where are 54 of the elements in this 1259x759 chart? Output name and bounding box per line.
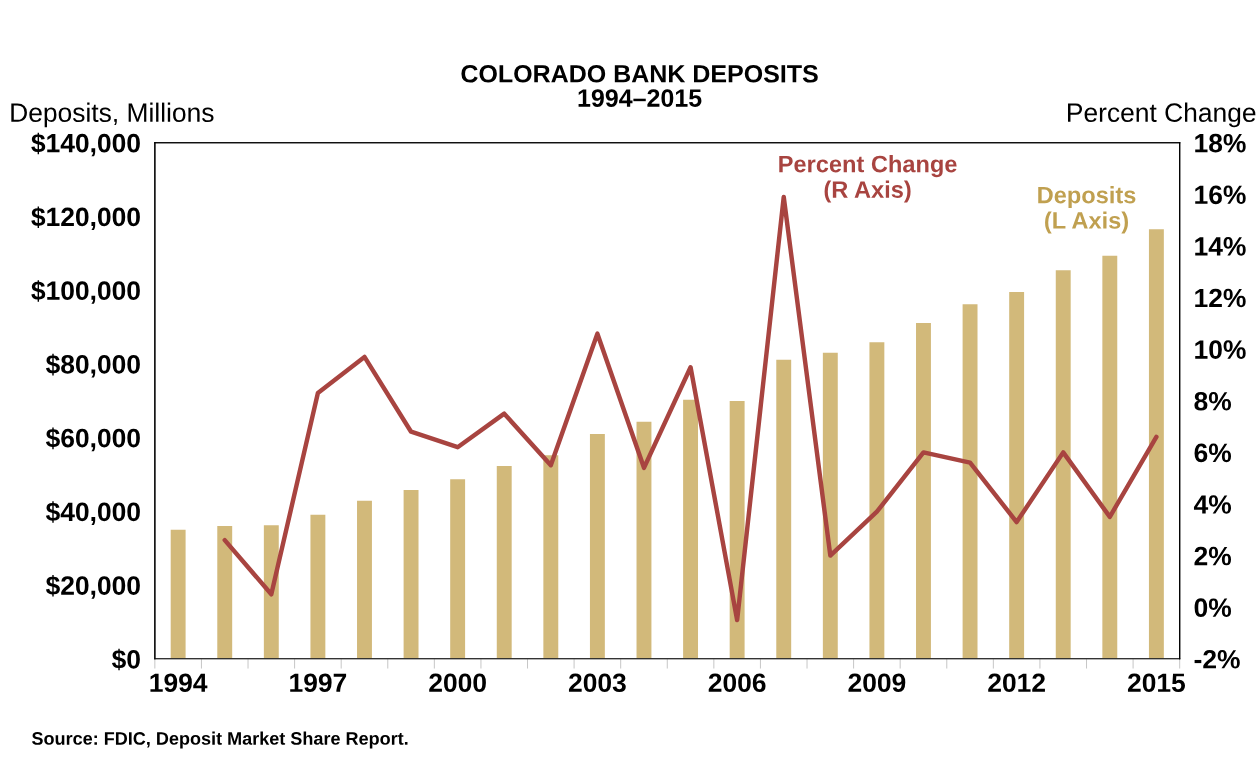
y-tick-label: $60,000 <box>45 427 140 452</box>
x-tick-label: 2009 <box>848 673 906 693</box>
y2-tick-label: 16% <box>1195 185 1246 205</box>
bar <box>683 399 699 659</box>
y-tick-label: $40,000 <box>45 501 140 525</box>
y-tick-label: $120,000 <box>31 206 140 231</box>
bar <box>869 342 885 659</box>
x-tick-label: 2015 <box>1127 673 1186 693</box>
x-tick-label: 1994 <box>150 673 208 693</box>
series-label: Deposits (L Axis) <box>1038 186 1136 234</box>
bar <box>310 514 326 659</box>
bar <box>263 525 279 659</box>
bar <box>170 529 186 659</box>
bar <box>357 500 372 659</box>
y-tick-label: $140,000 <box>31 132 140 157</box>
y2-tick-label: 8% <box>1194 391 1232 411</box>
bar <box>916 322 931 659</box>
chart-title: COLORADO BANK DEPOSITS <box>461 64 818 83</box>
chart-subtitle: 1994–2015 <box>578 89 702 107</box>
bar <box>543 455 559 659</box>
y2-tick-label: 10% <box>1195 340 1246 359</box>
y2-tick-label: 2% <box>1194 546 1232 566</box>
bar <box>962 304 978 659</box>
bar <box>1055 270 1071 659</box>
bar <box>217 526 233 659</box>
y2-tick-label: 18% <box>1195 133 1246 153</box>
bar <box>1009 292 1025 659</box>
bar <box>589 433 605 659</box>
y-tick-label: $20,000 <box>45 575 140 599</box>
x-tick-label: 2003 <box>568 673 626 693</box>
bar <box>1148 229 1164 659</box>
series-label: Percent Change (R Axis) <box>779 155 957 203</box>
bar <box>822 352 838 659</box>
bar <box>403 489 419 659</box>
bar <box>1102 255 1118 659</box>
source-note: Source: FDIC, Deposit Market Share Report. <box>31 731 408 749</box>
x-tick-label: 2000 <box>429 673 486 693</box>
y-axis-title: Deposits, Millions <box>11 102 214 128</box>
x-tick-label: 2012 <box>988 673 1045 693</box>
x-tick-label: 2006 <box>708 673 766 693</box>
bar <box>450 479 466 659</box>
y-tick-label: $80,000 <box>45 353 140 378</box>
y2-tick-label: 4% <box>1193 495 1232 514</box>
y-tick-label: $0 <box>111 648 140 671</box>
y2-tick-label: 14% <box>1195 237 1246 256</box>
y2-tick-label: 0% <box>1194 598 1232 618</box>
x-tick-label: 1997 <box>290 673 347 693</box>
y2-tick-label: 12% <box>1195 288 1246 308</box>
y2-axis-title: Percent Change <box>1068 102 1256 128</box>
bar <box>496 466 512 659</box>
y2-tick-label: -2% <box>1194 649 1240 669</box>
y2-tick-label: 6% <box>1194 443 1232 463</box>
y-tick-label: $100,000 <box>31 280 140 304</box>
bar <box>776 359 792 659</box>
